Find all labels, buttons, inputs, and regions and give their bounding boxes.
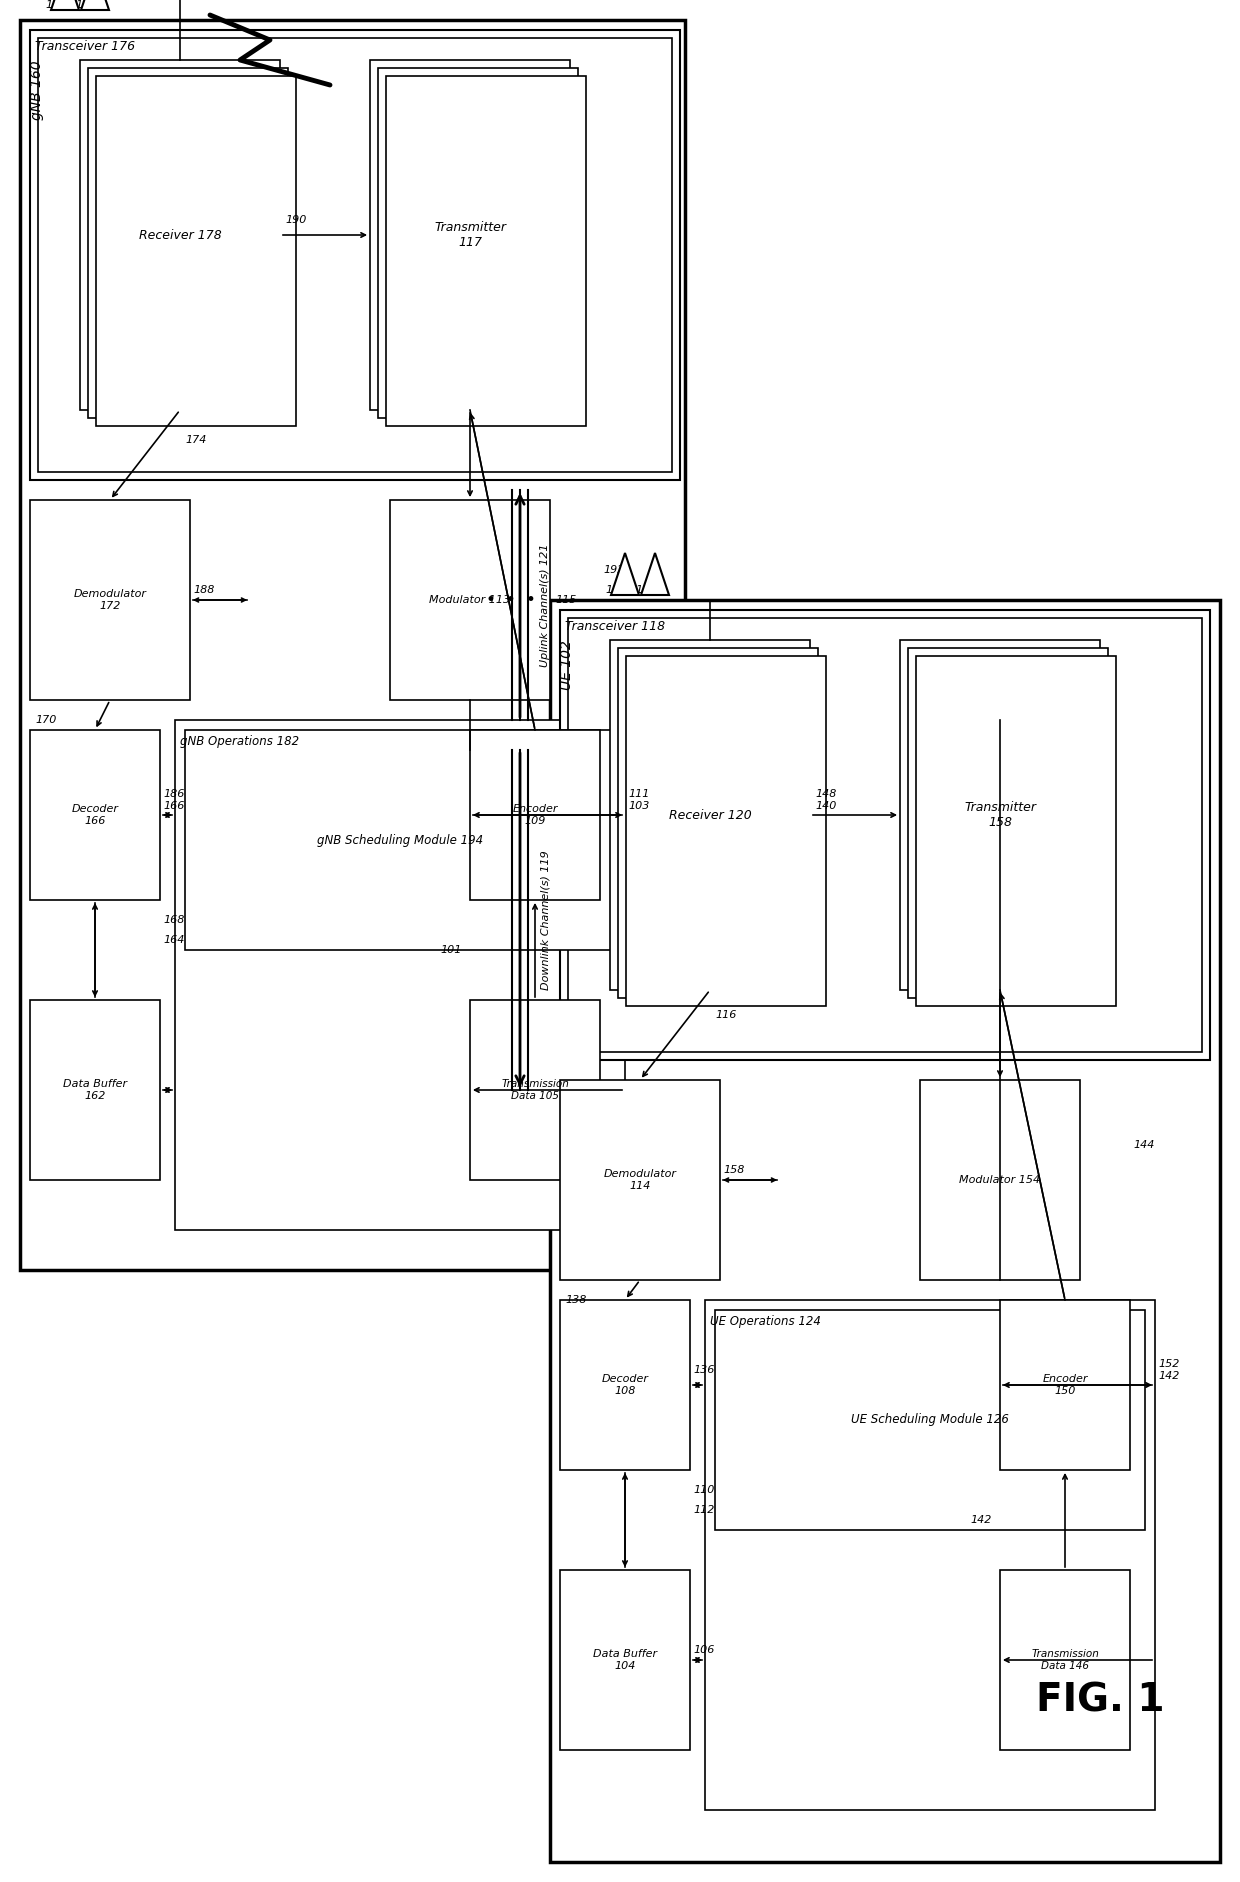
Bar [88, 68, 288, 418]
Bar [715, 1310, 1145, 1530]
Text: Transmission
Data 146: Transmission Data 146 [1032, 1649, 1099, 1671]
Bar [95, 75, 296, 425]
Bar [920, 1080, 1080, 1280]
Bar [30, 999, 160, 1180]
Text: Encoder
150: Encoder 150 [1043, 1374, 1087, 1396]
Text: gNB Operations 182: gNB Operations 182 [180, 736, 299, 747]
Text: 122a: 122a [605, 585, 634, 595]
Text: 110: 110 [693, 1485, 714, 1494]
Text: 152
142: 152 142 [1158, 1359, 1179, 1381]
Bar [30, 730, 160, 900]
Text: 138: 138 [565, 1295, 587, 1304]
Text: Uplink Channel(s) 121: Uplink Channel(s) 121 [539, 544, 551, 666]
Bar [999, 1570, 1130, 1750]
Text: •: • [505, 591, 515, 610]
Bar [916, 657, 1116, 1007]
Polygon shape [81, 0, 109, 9]
Bar [900, 640, 1100, 990]
Text: 148
140: 148 140 [815, 789, 836, 811]
Text: gNB 160: gNB 160 [30, 60, 43, 120]
Bar [370, 60, 570, 410]
Text: 158: 158 [723, 1165, 744, 1174]
Text: 180a: 180a [45, 0, 73, 9]
Text: Decoder
108: Decoder 108 [601, 1374, 649, 1396]
Text: Transceiver 176: Transceiver 176 [35, 40, 135, 53]
Text: Data Buffer
104: Data Buffer 104 [593, 1649, 657, 1671]
Text: 111
103: 111 103 [627, 789, 650, 811]
Text: Receiver 178: Receiver 178 [139, 228, 222, 241]
Bar [618, 647, 818, 997]
Bar [20, 21, 684, 1270]
Bar [386, 75, 587, 425]
Text: 112: 112 [693, 1506, 714, 1515]
Text: UE 102: UE 102 [560, 640, 574, 691]
Text: 190: 190 [285, 215, 306, 226]
Text: •: • [525, 591, 534, 610]
Text: gNB Scheduling Module 194: gNB Scheduling Module 194 [317, 834, 484, 847]
Bar [626, 657, 826, 1007]
Text: Transmitter
117: Transmitter 117 [434, 220, 506, 248]
Text: 144: 144 [1133, 1140, 1154, 1150]
Text: UE Operations 124: UE Operations 124 [711, 1316, 821, 1329]
Text: Transceiver 118: Transceiver 118 [565, 619, 665, 632]
Text: 180n: 180n [74, 0, 103, 9]
Text: Encoder
109: Encoder 109 [512, 804, 558, 826]
Text: Demodulator
114: Demodulator 114 [604, 1169, 677, 1191]
Bar [706, 1300, 1154, 1810]
Bar [568, 617, 1202, 1052]
Polygon shape [611, 553, 639, 595]
Text: Decoder
166: Decoder 166 [72, 804, 119, 826]
Text: Data Buffer
162: Data Buffer 162 [63, 1078, 126, 1101]
Text: UE Scheduling Module 126: UE Scheduling Module 126 [851, 1413, 1009, 1427]
Bar [470, 999, 600, 1180]
Text: 101: 101 [440, 945, 461, 954]
Text: Demodulator
172: Demodulator 172 [73, 589, 146, 612]
Bar [30, 30, 680, 480]
Text: FIG. 1: FIG. 1 [1035, 1681, 1164, 1718]
Polygon shape [51, 0, 79, 9]
Text: 186
166: 186 166 [162, 789, 185, 811]
Bar [30, 501, 190, 700]
Bar [81, 60, 280, 410]
Text: Receiver 120: Receiver 120 [668, 809, 751, 822]
Polygon shape [641, 553, 670, 595]
Text: Transmitter
158: Transmitter 158 [963, 802, 1035, 828]
Text: Downlink Channel(s) 119: Downlink Channel(s) 119 [539, 851, 551, 990]
Text: Modulator 154: Modulator 154 [960, 1174, 1040, 1186]
Bar [560, 1080, 720, 1280]
Bar [470, 730, 600, 900]
Text: Transmission
Data 105: Transmission Data 105 [501, 1078, 569, 1101]
Text: 188: 188 [193, 585, 215, 595]
Bar [610, 640, 810, 990]
Text: Modulator 113: Modulator 113 [429, 595, 511, 604]
Text: 115: 115 [556, 595, 577, 604]
Text: 168: 168 [162, 915, 185, 924]
Bar [391, 501, 551, 700]
Bar [560, 1570, 689, 1750]
Text: 192: 192 [603, 565, 625, 576]
Text: •: • [485, 591, 495, 610]
Bar [378, 68, 578, 418]
Text: 164: 164 [162, 935, 185, 945]
Bar [185, 730, 615, 950]
Bar [999, 1300, 1130, 1470]
Bar [560, 610, 1210, 1060]
Text: 106: 106 [693, 1645, 714, 1654]
Text: 170: 170 [35, 715, 56, 725]
Bar [551, 600, 1220, 1861]
Bar [38, 38, 672, 472]
Bar [908, 647, 1109, 997]
Text: 136: 136 [693, 1364, 714, 1376]
Text: 122n: 122n [635, 585, 663, 595]
Text: 142: 142 [970, 1515, 991, 1524]
Bar [175, 721, 625, 1231]
Text: 174: 174 [185, 435, 206, 444]
Bar [560, 1300, 689, 1470]
Text: 116: 116 [715, 1011, 737, 1020]
